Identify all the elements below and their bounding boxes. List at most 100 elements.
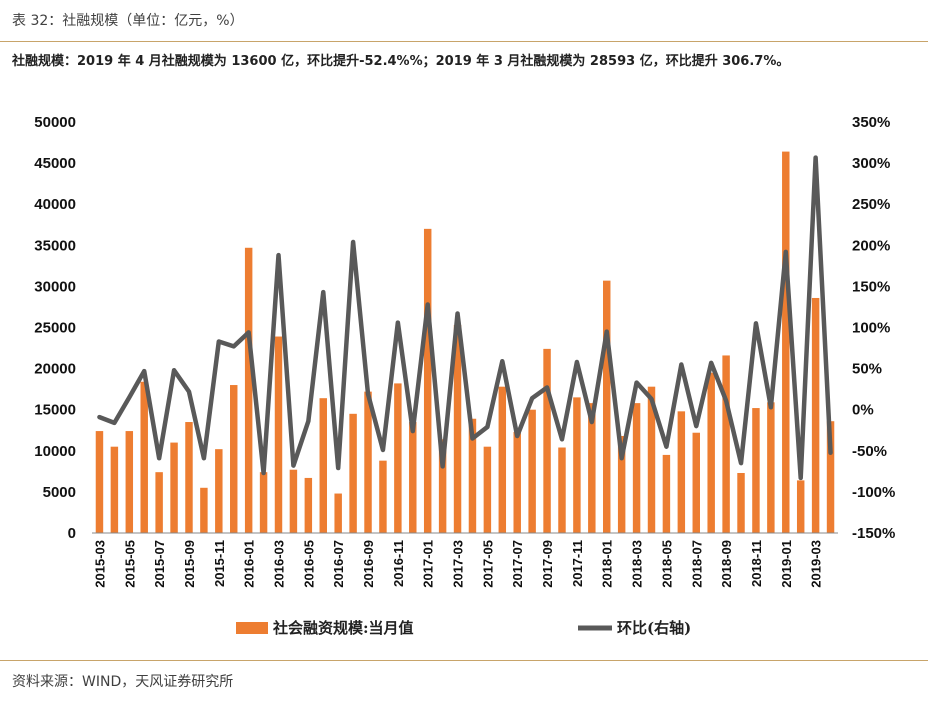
x-tick: 2017-07 bbox=[510, 540, 525, 588]
x-tick: 2017-03 bbox=[451, 540, 466, 588]
bar-2017-01 bbox=[423, 228, 432, 534]
y-left-tick: 40000 bbox=[34, 196, 76, 213]
x-tick: 2016-01 bbox=[242, 540, 257, 588]
bar-2018-11 bbox=[752, 408, 760, 533]
bar-2017-02 bbox=[438, 439, 447, 533]
y-left-tick: 10000 bbox=[34, 443, 76, 460]
x-axis: 2015-03 2015-05 2015-07 2015-09 2015-11 2016-… bbox=[92, 532, 838, 588]
x-tick: 2015-03 bbox=[92, 540, 107, 588]
bar-2018-10 bbox=[737, 472, 745, 533]
bar-2017-11 bbox=[573, 397, 581, 533]
bar-2016-11 bbox=[394, 383, 402, 533]
bar-2018-12 bbox=[767, 402, 775, 533]
bar-2017-12 bbox=[588, 403, 596, 533]
y-left-tick: 20000 bbox=[34, 361, 76, 378]
summary-text: 社融规模：2019 年 4 月社融规模为 13600 亿，环比提升-52.4%%… bbox=[12, 54, 790, 69]
bar-2016-02 bbox=[259, 472, 268, 533]
x-tick: 2017-01 bbox=[421, 540, 436, 588]
y-axis-left: 0 5000 10000 15000 20000 25000 30000 35000 40000… bbox=[34, 114, 76, 542]
source-note: 资料来源：WIND，天风证券研究所 bbox=[12, 674, 234, 690]
bar-series bbox=[95, 151, 835, 534]
bar-2019-04 bbox=[826, 421, 835, 533]
bar-2018-06 bbox=[677, 411, 686, 533]
x-tick: 2019-03 bbox=[809, 540, 824, 588]
y-left-tick: 50000 bbox=[34, 114, 76, 131]
y-right-tick: 50% bbox=[852, 361, 882, 378]
x-tick: 2019-01 bbox=[779, 540, 794, 588]
legend-swatch-bar bbox=[236, 622, 268, 634]
y-right-tick: 150% bbox=[852, 278, 890, 295]
bar-2016-05 bbox=[304, 477, 313, 533]
bar-2018-01 bbox=[603, 280, 611, 533]
bar-2017-10 bbox=[558, 447, 566, 533]
y-left-tick: 30000 bbox=[34, 278, 76, 295]
bar-2017-06 bbox=[498, 386, 507, 533]
y-left-tick: 5000 bbox=[43, 484, 76, 501]
bar-2016-04 bbox=[289, 469, 298, 533]
y-left-tick: 0 bbox=[68, 525, 76, 542]
bar-2018-02 bbox=[617, 436, 626, 533]
top-rule bbox=[0, 41, 928, 42]
x-tick: 2018-03 bbox=[630, 540, 645, 588]
y-left-tick: 45000 bbox=[34, 155, 76, 172]
bar-2015-03 bbox=[95, 431, 104, 533]
y-right-tick: 200% bbox=[852, 237, 890, 254]
x-tick: 2018-09 bbox=[719, 540, 734, 588]
bar-2018-03 bbox=[632, 403, 641, 533]
bar-2015-10 bbox=[200, 487, 208, 533]
x-tick: 2016-07 bbox=[331, 540, 346, 588]
bar-2016-06 bbox=[319, 398, 327, 533]
mom-line bbox=[97, 155, 833, 481]
bar-2018-09 bbox=[722, 355, 730, 533]
bar-2015-08 bbox=[170, 442, 178, 533]
x-tick: 2017-11 bbox=[570, 540, 585, 587]
bar-2016-10 bbox=[379, 460, 387, 533]
bar-2015-07 bbox=[155, 472, 163, 533]
x-tick: 2015-05 bbox=[122, 540, 137, 588]
x-tick: 2018-01 bbox=[600, 540, 615, 588]
x-tick: 2015-07 bbox=[152, 540, 167, 588]
y-left-tick: 15000 bbox=[34, 402, 76, 419]
y-right-tick: 250% bbox=[852, 196, 890, 213]
bar-2015-09 bbox=[185, 422, 193, 533]
y-left-tick: 35000 bbox=[34, 237, 76, 254]
bottom-rule bbox=[0, 660, 928, 661]
x-tick: 2015-11 bbox=[212, 540, 227, 587]
x-tick: 2016-11 bbox=[391, 540, 406, 587]
bar-2015-05 bbox=[125, 431, 134, 533]
bar-2016-03 bbox=[274, 336, 283, 533]
bar-2016-01 bbox=[244, 247, 253, 533]
bar-2016-08 bbox=[349, 413, 357, 533]
x-tick: 2015-09 bbox=[182, 540, 197, 588]
y-right-tick: -100% bbox=[852, 484, 895, 501]
x-tick: 2017-05 bbox=[480, 540, 495, 588]
bar-2018-07 bbox=[692, 432, 700, 533]
bar-2017-03 bbox=[453, 325, 462, 533]
bar-2017-04 bbox=[468, 418, 477, 533]
bar-2017-09 bbox=[543, 348, 551, 533]
y-right-tick: -150% bbox=[852, 525, 895, 542]
bar-2019-01 bbox=[782, 151, 790, 533]
bar-2017-05 bbox=[483, 446, 492, 533]
table-caption: 表 32：社融规模（单位：亿元，%） bbox=[12, 13, 244, 29]
legend: 社会融资规模:当月值 环比(右轴) bbox=[236, 619, 691, 637]
legend-label-line: 环比(右轴) bbox=[617, 619, 691, 637]
bar-2017-08 bbox=[528, 409, 536, 533]
y-right-tick: -50% bbox=[852, 443, 887, 460]
bar-2019-03 bbox=[811, 297, 820, 533]
y-right-tick: 0% bbox=[852, 402, 874, 419]
x-tick: 2016-05 bbox=[301, 540, 316, 588]
y-right-tick: 100% bbox=[852, 320, 890, 337]
bar-2018-08 bbox=[707, 372, 715, 533]
bar-2015-11 bbox=[215, 449, 223, 533]
x-tick: 2018-07 bbox=[689, 540, 704, 588]
bar-2016-12 bbox=[409, 422, 417, 533]
bar-2016-09 bbox=[364, 391, 372, 533]
bar-2019-02 bbox=[796, 480, 805, 533]
bar-2015-06 bbox=[140, 381, 148, 533]
y-right-tick: 300% bbox=[852, 155, 890, 172]
bar-2015-12 bbox=[230, 385, 238, 533]
bar-2018-04 bbox=[647, 386, 656, 533]
bar-2015-04 bbox=[110, 446, 119, 533]
